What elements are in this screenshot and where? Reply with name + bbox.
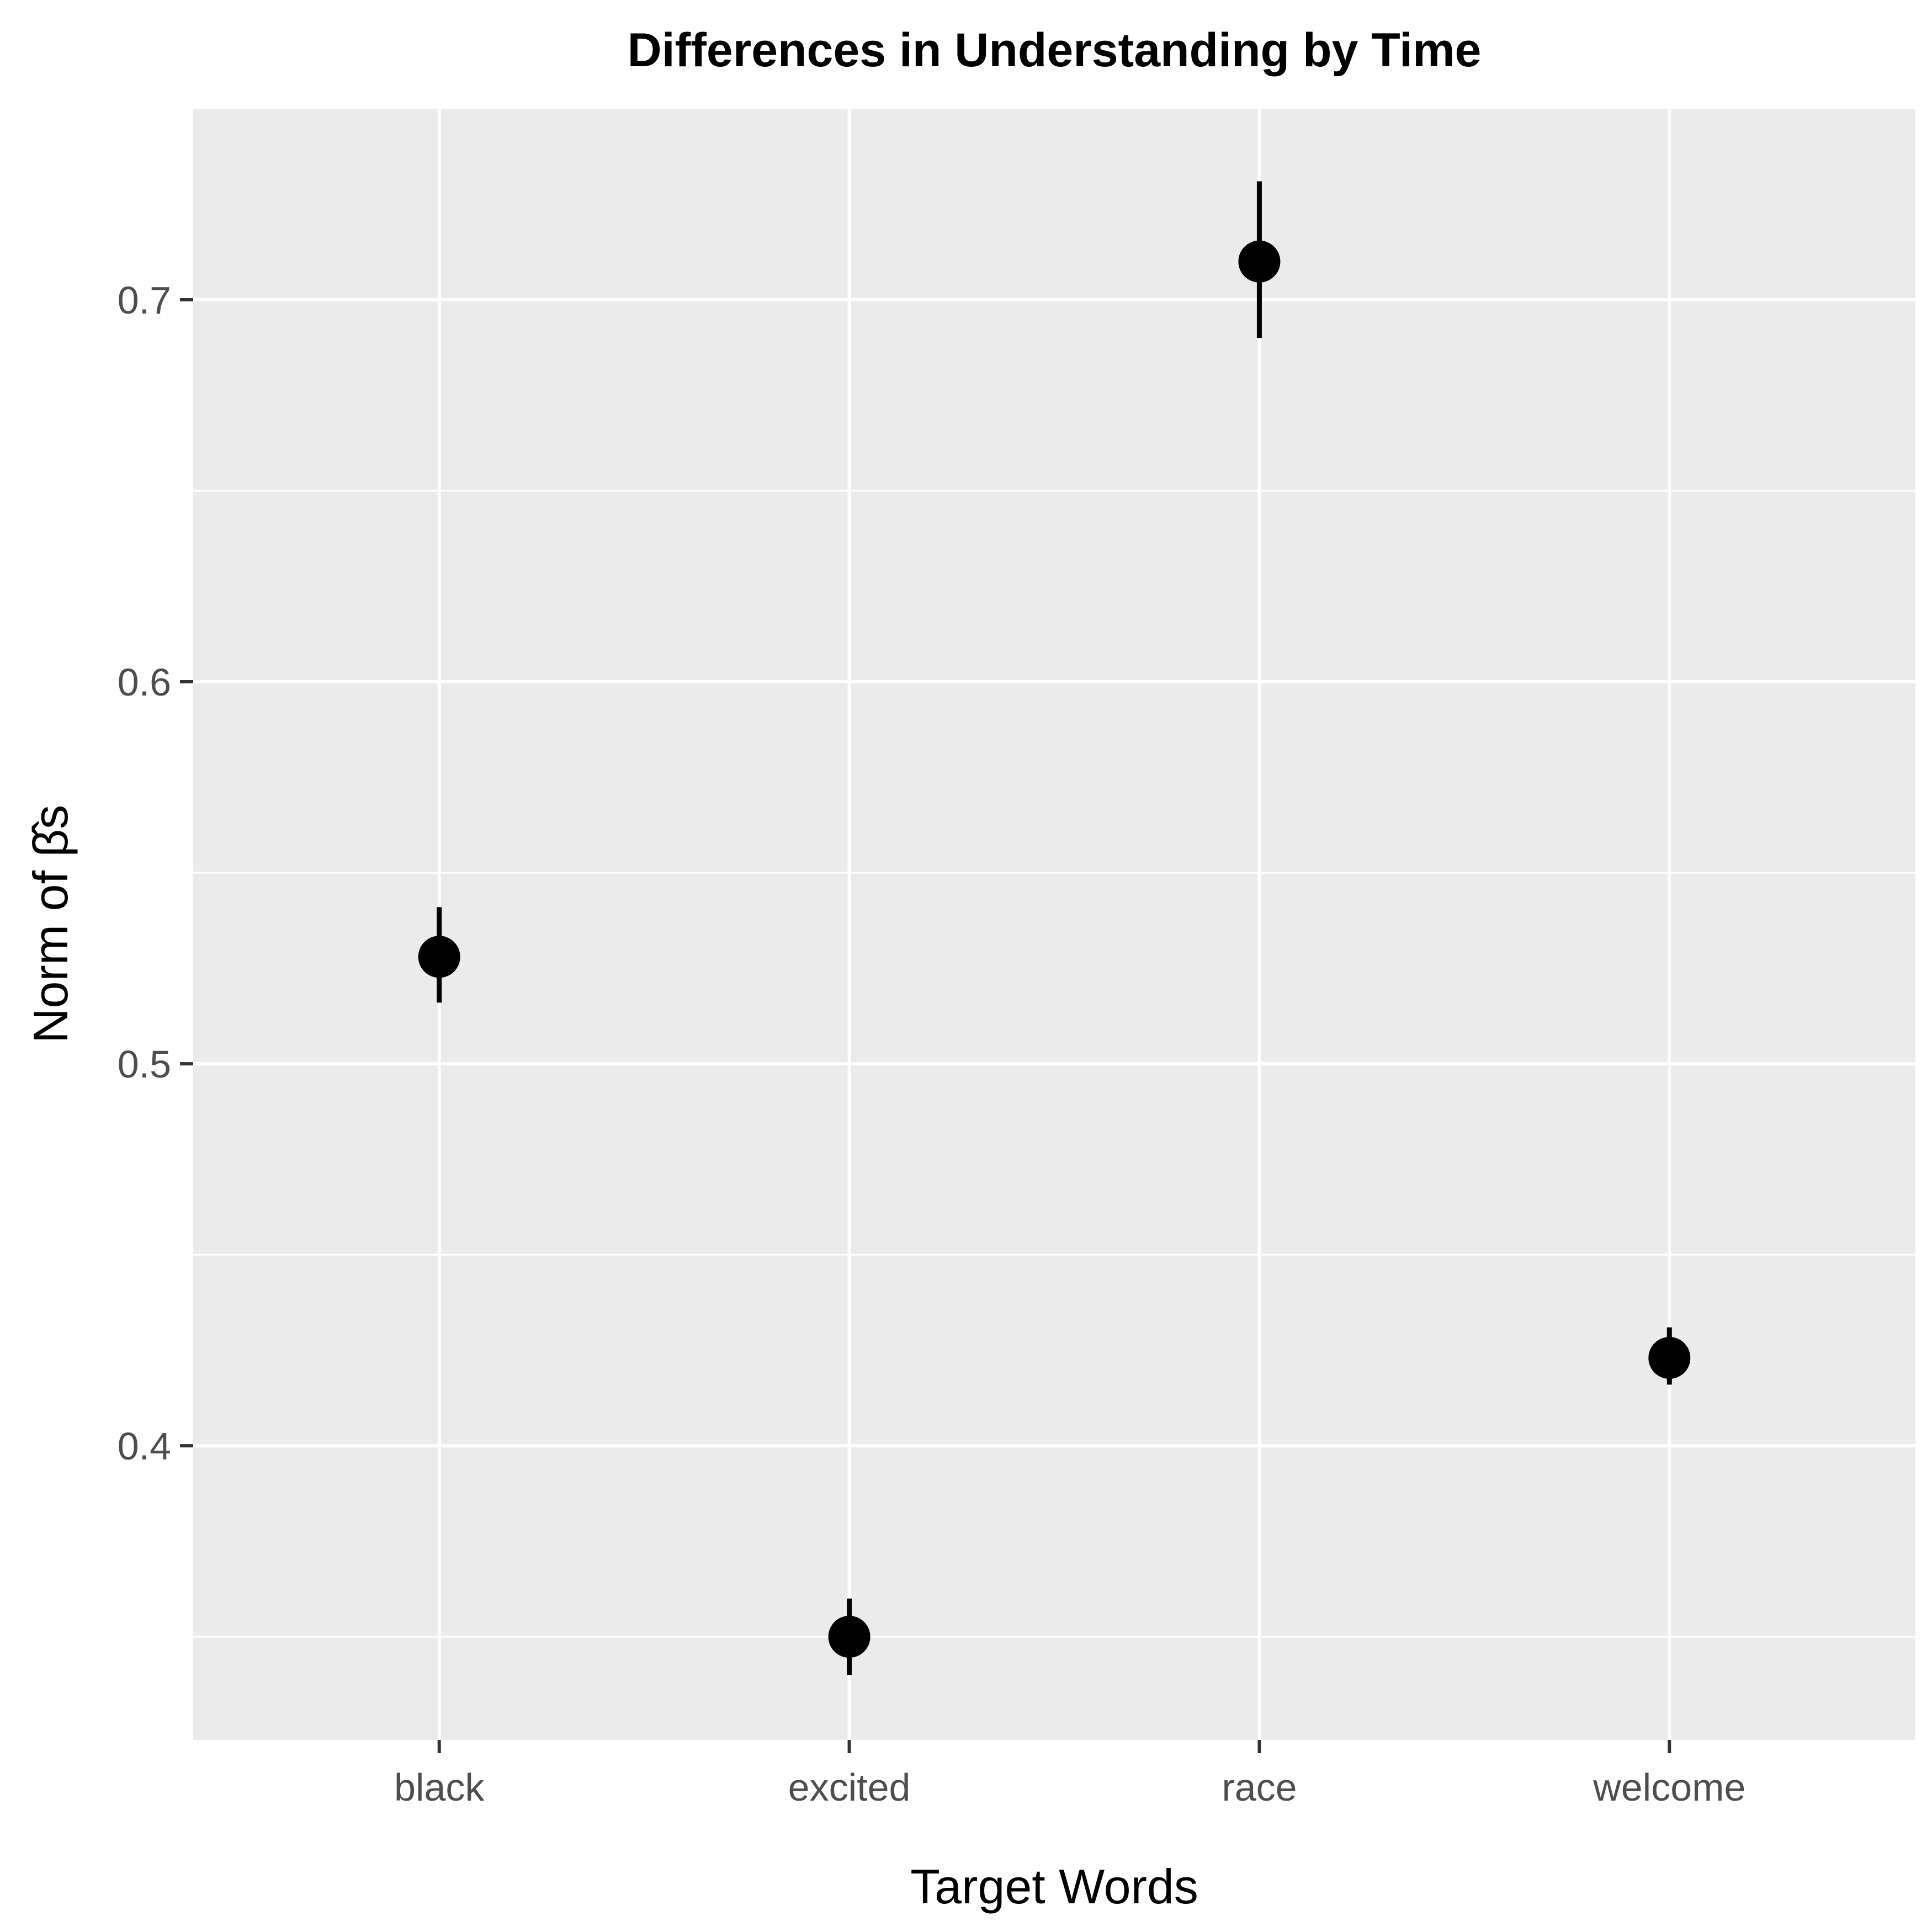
y-tick-labels: 0.4 0.5 0.6 0.7 bbox=[118, 279, 171, 1468]
x-tick-label: excited bbox=[788, 1766, 911, 1809]
x-tick-labels: black excited race welcome bbox=[394, 1766, 1745, 1809]
y-tick-label: 0.7 bbox=[118, 279, 171, 322]
x-tick-label: race bbox=[1222, 1766, 1297, 1809]
major-gridlines bbox=[193, 109, 1915, 1740]
y-tick-label: 0.6 bbox=[118, 661, 171, 704]
data-point bbox=[418, 936, 460, 978]
plot-panel bbox=[193, 109, 1915, 1740]
chart-title: Differences in Understanding by Time bbox=[628, 24, 1482, 77]
x-tick-label: black bbox=[394, 1766, 485, 1809]
y-tick-label: 0.5 bbox=[118, 1043, 171, 1086]
axis-ticks bbox=[180, 298, 1671, 1753]
x-axis-title: Target Words bbox=[910, 1859, 1198, 1914]
data-point bbox=[1648, 1336, 1691, 1379]
data-point bbox=[1238, 240, 1281, 283]
data-points bbox=[418, 240, 1691, 1658]
x-tick-label: welcome bbox=[1593, 1766, 1745, 1809]
minor-gridlines bbox=[193, 490, 1915, 1638]
data-point bbox=[828, 1616, 871, 1658]
y-tick-label: 0.4 bbox=[118, 1425, 171, 1468]
y-axis-title: Norm of β̂s bbox=[23, 805, 78, 1043]
